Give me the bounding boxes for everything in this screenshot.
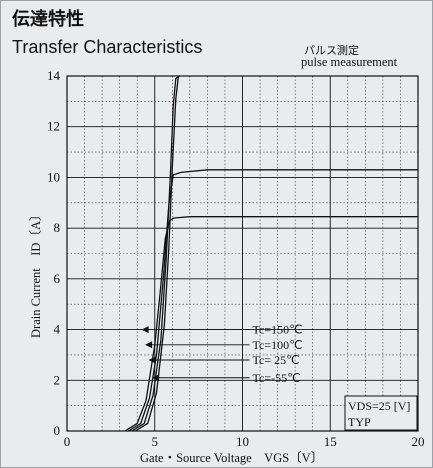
grid <box>67 76 418 431</box>
series-curves <box>124 75 418 432</box>
y-tick-label: 4 <box>54 322 61 337</box>
x-tick-label: 10 <box>236 434 249 449</box>
x-axis-label: Gate・Source Voltage VGS〔V〕 <box>140 451 323 465</box>
x-tick-label: 5 <box>152 434 159 449</box>
y-tick-label: 0 <box>54 423 61 438</box>
title-japanese: 伝達特性 <box>12 9 84 30</box>
y-axis-label: Drain Current ID〔A〕 <box>29 209 43 339</box>
series-line <box>131 75 180 432</box>
chart-title: Transfer Characteristics <box>12 37 203 57</box>
x-tick-label: 0 <box>64 434 71 449</box>
legend-arrow-head <box>141 326 149 334</box>
series-line <box>124 216 418 432</box>
legend-label: Tc= 25℃ <box>253 353 300 367</box>
plot-area-border <box>66 75 419 432</box>
legend-arrow-head <box>152 374 160 382</box>
series-line <box>128 169 418 432</box>
y-tick-label: 6 <box>54 271 61 286</box>
condition-vds: VDS=25 [V] <box>348 399 410 413</box>
y-tick-label: 2 <box>54 372 61 387</box>
note-japanese: パルス測定 <box>304 44 359 57</box>
legend-arrows: Tc=150℃Tc=100℃Tc= 25℃ Tc=-55℃ <box>141 323 303 385</box>
y-axis-ticks: 0 2 4 6 8 10 12 14 <box>47 68 61 438</box>
y-tick-label: 10 <box>47 169 60 184</box>
x-tick-label: 20 <box>412 434 425 449</box>
x-tick-label: 15 <box>324 434 337 449</box>
legend-label: Tc=-55℃ <box>253 371 301 385</box>
legend-arrow-head <box>145 341 153 349</box>
x-axis-ticks: 0 5 10 15 20 <box>64 434 425 449</box>
condition-box <box>344 395 418 431</box>
legend-label: Tc=150℃ <box>253 323 303 337</box>
y-tick-label: 12 <box>47 119 60 134</box>
y-tick-label: 14 <box>47 68 61 83</box>
series-line <box>135 75 180 432</box>
legend-arrow-head <box>148 356 156 364</box>
condition-typ: TYP <box>348 415 371 429</box>
legend-label: Tc=100℃ <box>253 338 303 352</box>
y-tick-label: 8 <box>54 220 61 235</box>
note-pulse-measurement: pulse measurement <box>301 55 398 69</box>
